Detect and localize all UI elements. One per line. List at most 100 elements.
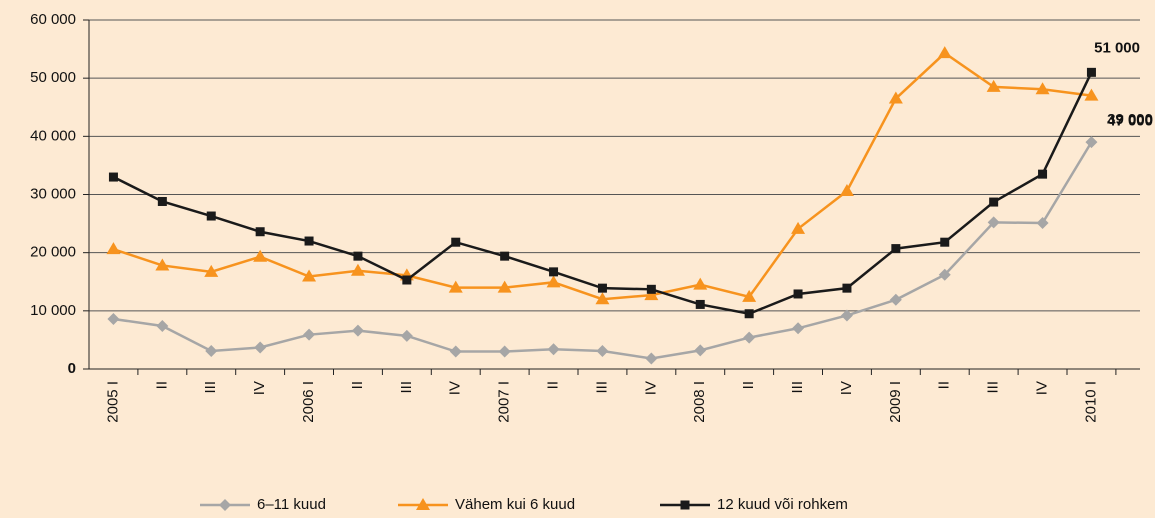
- data-point: [497, 280, 512, 293]
- data-point: [253, 249, 268, 262]
- data-point: [1038, 169, 1048, 179]
- data-label: 51 000: [1094, 39, 1140, 56]
- data-label: 39 000: [1107, 111, 1153, 128]
- data-point: [595, 292, 610, 305]
- series: 47 000: [106, 46, 1153, 305]
- data-point: [987, 216, 1000, 229]
- x-tick-label: IV: [642, 381, 659, 395]
- y-tick-label: 20 000: [30, 244, 76, 261]
- data-point: [219, 499, 231, 511]
- x-tick-label: 2006 I: [300, 381, 317, 423]
- data-point: [255, 227, 265, 237]
- data-point: [695, 299, 705, 309]
- data-point: [644, 288, 659, 301]
- data-point: [449, 345, 462, 358]
- data-point: [694, 344, 707, 357]
- data-point: [680, 500, 690, 510]
- x-tick-label: 2008 I: [691, 381, 708, 423]
- y-tick-label: 40 000: [30, 127, 76, 144]
- x-tick-label: IV: [251, 381, 268, 395]
- data-point: [549, 267, 559, 277]
- y-tick-label: 10 000: [30, 302, 76, 319]
- data-point: [1085, 136, 1098, 149]
- x-tick-label: II: [153, 381, 170, 389]
- data-point: [451, 237, 461, 247]
- data-point: [1086, 67, 1096, 77]
- data-point: [107, 312, 120, 325]
- x-tick-label: II: [740, 381, 757, 389]
- x-tick-label: 2007 I: [496, 381, 513, 423]
- x-tick-label: III: [593, 381, 610, 394]
- x-tick-label: 2009 I: [887, 381, 904, 423]
- data-point: [498, 345, 511, 358]
- x-tick-label: III: [985, 381, 1002, 394]
- y-tick-label: 30 000: [30, 185, 76, 202]
- legend-label: Vähem kui 6 kuud: [455, 496, 575, 513]
- data-point: [645, 352, 658, 365]
- data-point: [353, 251, 363, 261]
- data-point: [547, 343, 560, 356]
- data-point: [204, 264, 219, 277]
- data-point: [792, 322, 805, 335]
- data-point: [254, 341, 267, 354]
- data-point: [839, 184, 854, 197]
- data-point: [646, 284, 656, 294]
- data-point: [937, 46, 952, 59]
- data-point: [986, 79, 1001, 92]
- data-point: [106, 242, 121, 255]
- data-point: [155, 258, 170, 271]
- y-tick-label: 0: [68, 360, 76, 377]
- data-point: [743, 331, 756, 344]
- data-point: [793, 289, 803, 299]
- series-line: [113, 51, 1092, 301]
- x-tick-label: II: [349, 381, 366, 389]
- data-point: [693, 277, 708, 290]
- x-tick-label: IV: [447, 381, 464, 395]
- data-point: [402, 275, 412, 285]
- x-tick-label: III: [789, 381, 806, 394]
- data-point: [938, 268, 951, 281]
- data-point: [546, 275, 561, 288]
- legend-label: 6–11 kuud: [257, 496, 326, 513]
- x-tick-label: III: [202, 381, 219, 394]
- data-point: [744, 309, 754, 319]
- data-point: [206, 211, 216, 221]
- data-point: [742, 289, 757, 302]
- data-point: [1036, 217, 1049, 230]
- data-point: [304, 236, 314, 246]
- x-tick-label: IV: [838, 381, 855, 395]
- data-point: [448, 280, 463, 293]
- data-point: [891, 244, 901, 254]
- data-point: [303, 328, 316, 341]
- data-point: [205, 344, 218, 357]
- series: 51 000: [108, 39, 1140, 319]
- data-point: [302, 269, 317, 282]
- data-point: [888, 91, 903, 104]
- x-tick-label: III: [398, 381, 415, 394]
- x-tick-label: 2010 I: [1082, 381, 1099, 423]
- data-point: [1084, 88, 1099, 101]
- data-point: [500, 251, 510, 261]
- data-point: [989, 197, 999, 207]
- x-tick-label: 2005 I: [104, 381, 121, 423]
- data-point: [156, 319, 169, 332]
- data-point: [940, 237, 950, 247]
- data-point: [157, 196, 167, 206]
- x-tick-label: IV: [1034, 381, 1051, 395]
- data-point: [1035, 82, 1050, 95]
- legend-label: 12 kuud või rohkem: [717, 496, 848, 513]
- data-point: [842, 283, 852, 293]
- data-point: [889, 293, 902, 306]
- data-point: [400, 329, 413, 342]
- data-point: [351, 324, 364, 337]
- y-tick-label: 50 000: [30, 69, 76, 86]
- data-point: [596, 344, 609, 357]
- data-point: [108, 172, 118, 182]
- data-point: [597, 283, 607, 293]
- data-point: [416, 498, 430, 510]
- data-label: 47 000: [1107, 113, 1153, 130]
- y-tick-label: 60 000: [30, 11, 76, 28]
- data-point: [840, 309, 853, 322]
- x-tick-label: II: [545, 381, 562, 389]
